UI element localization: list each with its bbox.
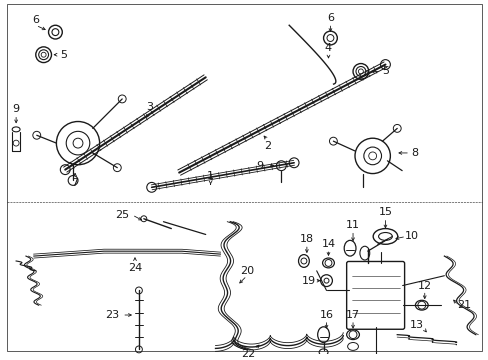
Text: 5: 5 bbox=[381, 66, 388, 76]
Text: 13: 13 bbox=[409, 320, 423, 330]
Text: 5: 5 bbox=[60, 50, 67, 60]
Text: 23: 23 bbox=[105, 310, 119, 320]
Text: 10: 10 bbox=[404, 231, 418, 242]
Text: 9: 9 bbox=[256, 161, 263, 171]
Text: 8: 8 bbox=[410, 148, 418, 158]
Text: 25: 25 bbox=[115, 210, 129, 220]
Text: 21: 21 bbox=[456, 300, 470, 310]
Text: 11: 11 bbox=[346, 220, 359, 230]
Text: 3: 3 bbox=[146, 102, 153, 112]
Text: 17: 17 bbox=[346, 310, 359, 320]
Text: 9: 9 bbox=[13, 104, 20, 114]
Text: 14: 14 bbox=[321, 239, 335, 249]
Text: 18: 18 bbox=[299, 234, 313, 244]
Text: 4: 4 bbox=[324, 43, 331, 53]
Text: 20: 20 bbox=[240, 266, 253, 276]
Text: 15: 15 bbox=[378, 207, 392, 217]
Text: 22: 22 bbox=[240, 349, 255, 359]
Text: 1: 1 bbox=[207, 171, 214, 180]
Text: 6: 6 bbox=[32, 15, 39, 25]
Text: 24: 24 bbox=[127, 263, 142, 273]
Text: 16: 16 bbox=[319, 310, 333, 320]
Text: 19: 19 bbox=[301, 276, 315, 285]
Text: 2: 2 bbox=[264, 141, 270, 151]
Text: 7: 7 bbox=[71, 179, 79, 188]
Text: 6: 6 bbox=[326, 13, 333, 23]
Text: 12: 12 bbox=[417, 280, 431, 291]
